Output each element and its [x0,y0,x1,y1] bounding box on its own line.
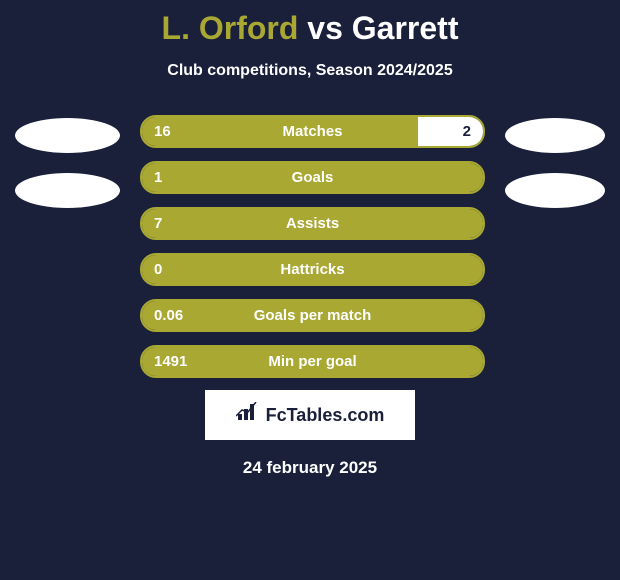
comparison-infographic: L. Orford vs Garrett Club competitions, … [0,0,620,580]
stat-fill-left [142,117,418,146]
stat-value-right: 2 [463,123,471,140]
title-player2: Garrett [352,10,459,46]
stat-label: Hattricks [280,261,344,278]
logo-box: FcTables.com [205,390,415,440]
stat-value-left: 0 [154,261,162,278]
page-title: L. Orford vs Garrett [162,10,459,47]
stat-bar-matches: 16 Matches 2 [140,115,485,148]
title-vs: vs [307,10,343,46]
player2-avatar-1 [505,118,605,153]
subtitle: Club competitions, Season 2024/2025 [167,62,452,80]
chart-icon [236,402,260,428]
stat-bar-assists: 7 Assists [140,207,485,240]
stat-fill-right [418,117,483,146]
stat-label: Matches [282,123,342,140]
date-text: 24 february 2025 [243,458,377,478]
stat-bar-mpg: 1491 Min per goal [140,345,485,378]
stat-label: Min per goal [268,353,356,370]
player1-avatar-1 [15,118,120,153]
stat-value-left: 1 [154,169,162,186]
stat-bar-gpm: 0.06 Goals per match [140,299,485,332]
avatar-column-right [505,115,605,208]
stats-column: 16 Matches 2 1 Goals 7 Assists [140,115,485,378]
stat-bar-hattricks: 0 Hattricks [140,253,485,286]
avatar-column-left [15,115,120,208]
stat-bar-goals: 1 Goals [140,161,485,194]
stat-value-left: 16 [154,123,171,140]
comparison-area: 16 Matches 2 1 Goals 7 Assists [0,115,620,378]
player1-avatar-2 [15,173,120,208]
stat-label: Assists [286,215,339,232]
logo-text: FcTables.com [266,405,385,426]
stat-label: Goals per match [254,307,372,324]
stat-value-left: 0.06 [154,307,183,324]
stat-label: Goals [292,169,334,186]
stat-value-left: 1491 [154,353,187,370]
player2-avatar-2 [505,173,605,208]
stat-value-left: 7 [154,215,162,232]
title-player1: L. Orford [162,10,299,46]
